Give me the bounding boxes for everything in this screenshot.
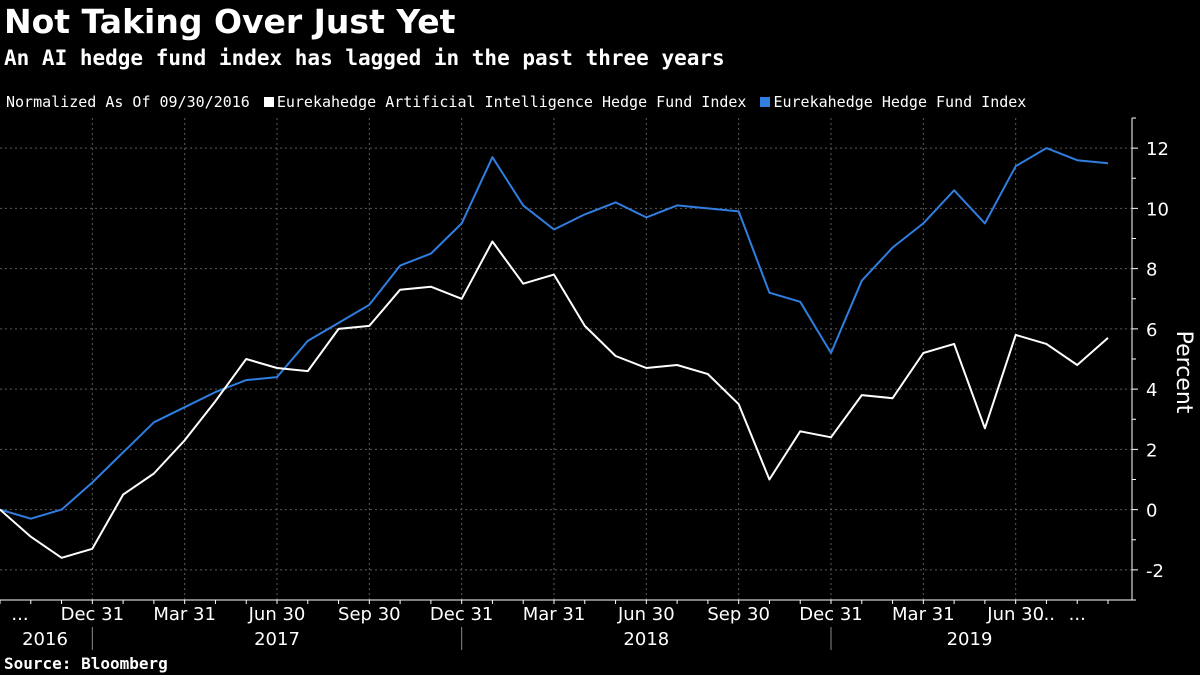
- x-year-label: 2016: [22, 629, 68, 650]
- x-year-label: 2018: [623, 629, 669, 650]
- y-tick-label: 6: [1146, 320, 1157, 341]
- x-tick-label: Dec 31: [61, 604, 124, 625]
- legend: Normalized As Of 09/30/2016 Eurekahedge …: [6, 92, 1040, 112]
- x-tick-label: Jun 30: [248, 604, 306, 625]
- x-tick-label: Sep 30: [707, 604, 770, 625]
- x-tick-label: Dec 31: [799, 604, 862, 625]
- x-tick-label: Jun 30: [986, 604, 1044, 625]
- x-year-label: 2017: [254, 629, 300, 650]
- legend-item-hf: Eurekahedge Hedge Fund Index: [760, 93, 1026, 111]
- x-tick-label: Mar 31: [153, 604, 216, 625]
- legend-label-hf: Eurekahedge Hedge Fund Index: [773, 93, 1027, 111]
- series-lines: [0, 147, 1109, 559]
- x-tick-label: ...: [11, 604, 28, 625]
- ai-hedge-fund-index-line: [0, 240, 1109, 559]
- y-tick-label: 10: [1146, 199, 1169, 220]
- y-tick-label: -2: [1146, 561, 1164, 582]
- y-tick-label: 0: [1146, 501, 1157, 522]
- legend-note: Normalized As Of 09/30/2016: [6, 93, 250, 111]
- y-axis-label: Percent: [1171, 331, 1196, 414]
- x-tick-label: ...: [1038, 604, 1055, 625]
- chart-subtitle: An AI hedge fund index has lagged in the…: [4, 46, 725, 70]
- source-note: Source: Bloomberg: [4, 654, 168, 673]
- grid: [0, 118, 1132, 600]
- x-year-label: 2019: [947, 629, 993, 650]
- x-tick-label: ...: [1069, 604, 1086, 625]
- x-tick-label: Sep 30: [338, 604, 401, 625]
- y-tick-label: 12: [1146, 139, 1169, 160]
- chart-title: Not Taking Over Just Yet: [4, 2, 456, 41]
- legend-label-ai: Eurekahedge Artificial Intelligence Hedg…: [276, 93, 747, 111]
- legend-swatch-hf: [760, 97, 771, 107]
- y-tick-label: 8: [1146, 260, 1157, 281]
- x-tick-label: Mar 31: [523, 604, 586, 625]
- y-tick-label: 2: [1146, 440, 1157, 461]
- legend-swatch-ai: [263, 97, 274, 107]
- axes: -2 0 2 4 6 8 10 12... Dec 31 Mar 31 Jun 30 Sep 30 De…: [0, 117, 1169, 650]
- x-tick-label: Dec 31: [430, 604, 493, 625]
- x-tick-label: Mar 31: [892, 604, 955, 625]
- x-tick-label: Jun 30: [617, 604, 675, 625]
- hedge-fund-index-line: [0, 147, 1109, 520]
- y-tick-label: 4: [1146, 380, 1157, 401]
- legend-item-ai: Eurekahedge Artificial Intelligence Hedg…: [263, 93, 747, 111]
